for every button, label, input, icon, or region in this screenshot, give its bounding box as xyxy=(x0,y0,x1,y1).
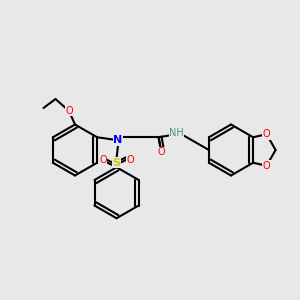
Text: NH: NH xyxy=(169,128,184,138)
Text: O: O xyxy=(65,106,73,116)
Text: O: O xyxy=(99,155,107,165)
Text: N: N xyxy=(113,135,123,145)
Text: O: O xyxy=(126,155,134,165)
Text: O: O xyxy=(263,161,270,171)
Text: O: O xyxy=(158,147,165,157)
Text: O: O xyxy=(263,129,270,139)
Text: S: S xyxy=(112,158,121,168)
